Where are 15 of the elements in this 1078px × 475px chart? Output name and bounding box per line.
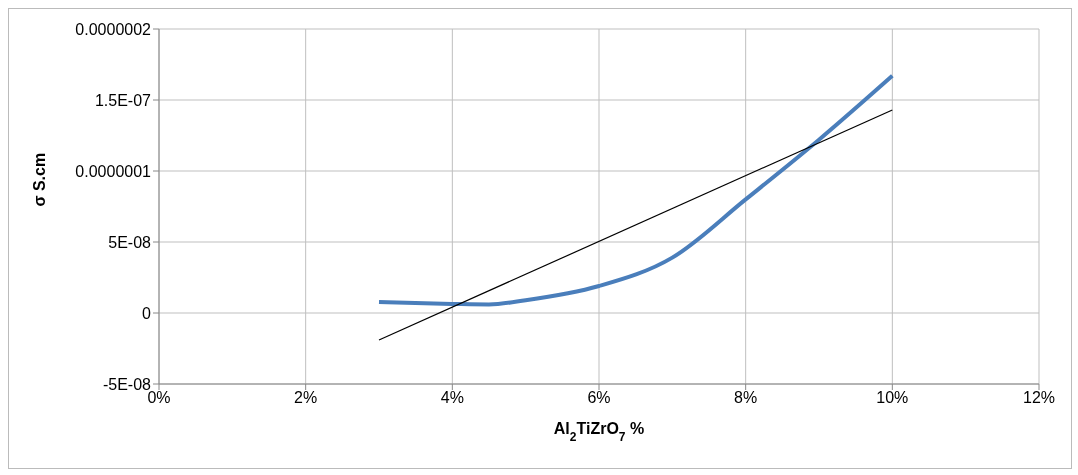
- x-tick-label: 2%: [294, 389, 318, 407]
- x-tick-label: 10%: [876, 389, 909, 407]
- x-tick-label: 0%: [147, 389, 171, 407]
- y-axis-title: σ S.cm: [30, 152, 48, 207]
- x-tick-label: 8%: [734, 389, 758, 407]
- y-tick-label: 0.0000002: [75, 20, 152, 38]
- line-series: [377, 73, 895, 307]
- x-tick-label: 6%: [587, 389, 611, 407]
- y-tick-label: 0: [142, 304, 152, 322]
- y-tick-label: 5E-08: [108, 233, 152, 251]
- x-tick-label: 12%: [1022, 389, 1056, 407]
- y-tick-label: 1.5E-07: [94, 91, 152, 109]
- x-tick-label: 4%: [440, 389, 464, 407]
- x-axis-title: Al$_{2}$TiZrO$_{7}$ %: [553, 420, 645, 444]
- y-tick-label: 0.0000001: [75, 162, 152, 180]
